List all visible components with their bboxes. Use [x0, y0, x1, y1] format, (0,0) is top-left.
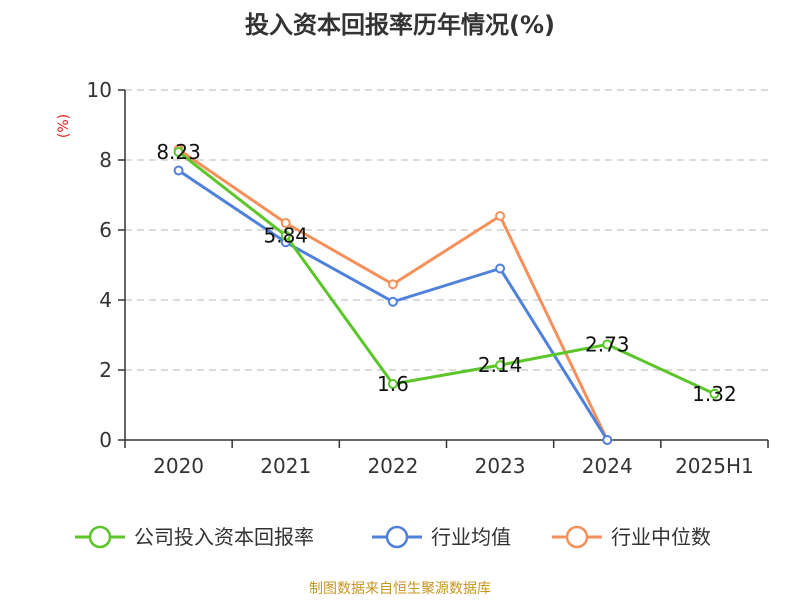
- grid-lines: [125, 89, 768, 371]
- series-point[interactable]: [173, 146, 184, 157]
- data-label: 2.73: [585, 332, 630, 356]
- axes: 0 2 4 6 8 10 2020 2021 2022 2023 2024 2025H1: [87, 78, 769, 478]
- y-tick-label: 10: [87, 78, 112, 102]
- series-point[interactable]: [280, 230, 291, 241]
- legend-circle-icon: [565, 525, 589, 549]
- y-tick-label: 4: [99, 288, 112, 312]
- series-point[interactable]: [173, 165, 184, 176]
- y-tick-label: 0: [99, 428, 112, 452]
- legend-item[interactable]: 公司投入资本回报率: [75, 525, 314, 549]
- legend-label: 公司投入资本回报率: [134, 525, 314, 549]
- legend-label: 行业中位数: [611, 525, 711, 549]
- x-tick-label: 2024: [582, 454, 633, 478]
- x-tick-label: 2025H1: [675, 454, 754, 478]
- series-point[interactable]: [387, 279, 398, 290]
- series-point[interactable]: [495, 211, 506, 221]
- data-label: 8.23: [156, 140, 201, 164]
- data-label: 5.84: [263, 224, 308, 248]
- data-label: 2.14: [478, 353, 523, 377]
- legend-item[interactable]: 行业中位数: [552, 525, 711, 549]
- y-tick-label: 8: [99, 148, 112, 172]
- legend-circle-icon: [385, 525, 409, 549]
- legend-item[interactable]: 行业均值: [372, 525, 511, 549]
- x-tick-label: 2023: [475, 454, 526, 478]
- series-point[interactable]: [387, 296, 398, 307]
- y-tick-label: 6: [99, 218, 112, 242]
- series-point[interactable]: [602, 435, 613, 445]
- series-point[interactable]: [709, 388, 720, 399]
- legend-circle-icon: [88, 525, 112, 549]
- chart-title: 投入资本回报率历年情况(%): [245, 11, 555, 39]
- legend[interactable]: 公司投入资本回报率 行业均值 行业中位数: [75, 525, 711, 549]
- series-layer: [173, 144, 720, 445]
- data-label: 1.6: [377, 372, 409, 396]
- series-point[interactable]: [495, 263, 506, 274]
- y-tick-label: 2: [99, 358, 112, 382]
- x-tick-label: 2022: [367, 454, 418, 478]
- source-note: 制图数据来自恒生聚源数据库: [309, 581, 491, 597]
- x-tick-label: 2021: [260, 454, 311, 478]
- series-point[interactable]: [602, 339, 613, 350]
- series-point[interactable]: [387, 379, 398, 389]
- series-point[interactable]: [495, 360, 506, 371]
- data-label: 1.32: [692, 382, 737, 406]
- legend-label: 行业均值: [431, 525, 511, 549]
- y-axis-unit: (%): [56, 114, 72, 138]
- series-line: [177, 150, 716, 396]
- x-tick-label: 2020: [153, 454, 204, 478]
- series-point[interactable]: [280, 218, 291, 228]
- series-line: [177, 148, 609, 441]
- data-labels: 8.23 5.84 1.6 2.14 2.73 1.32: [156, 140, 736, 406]
